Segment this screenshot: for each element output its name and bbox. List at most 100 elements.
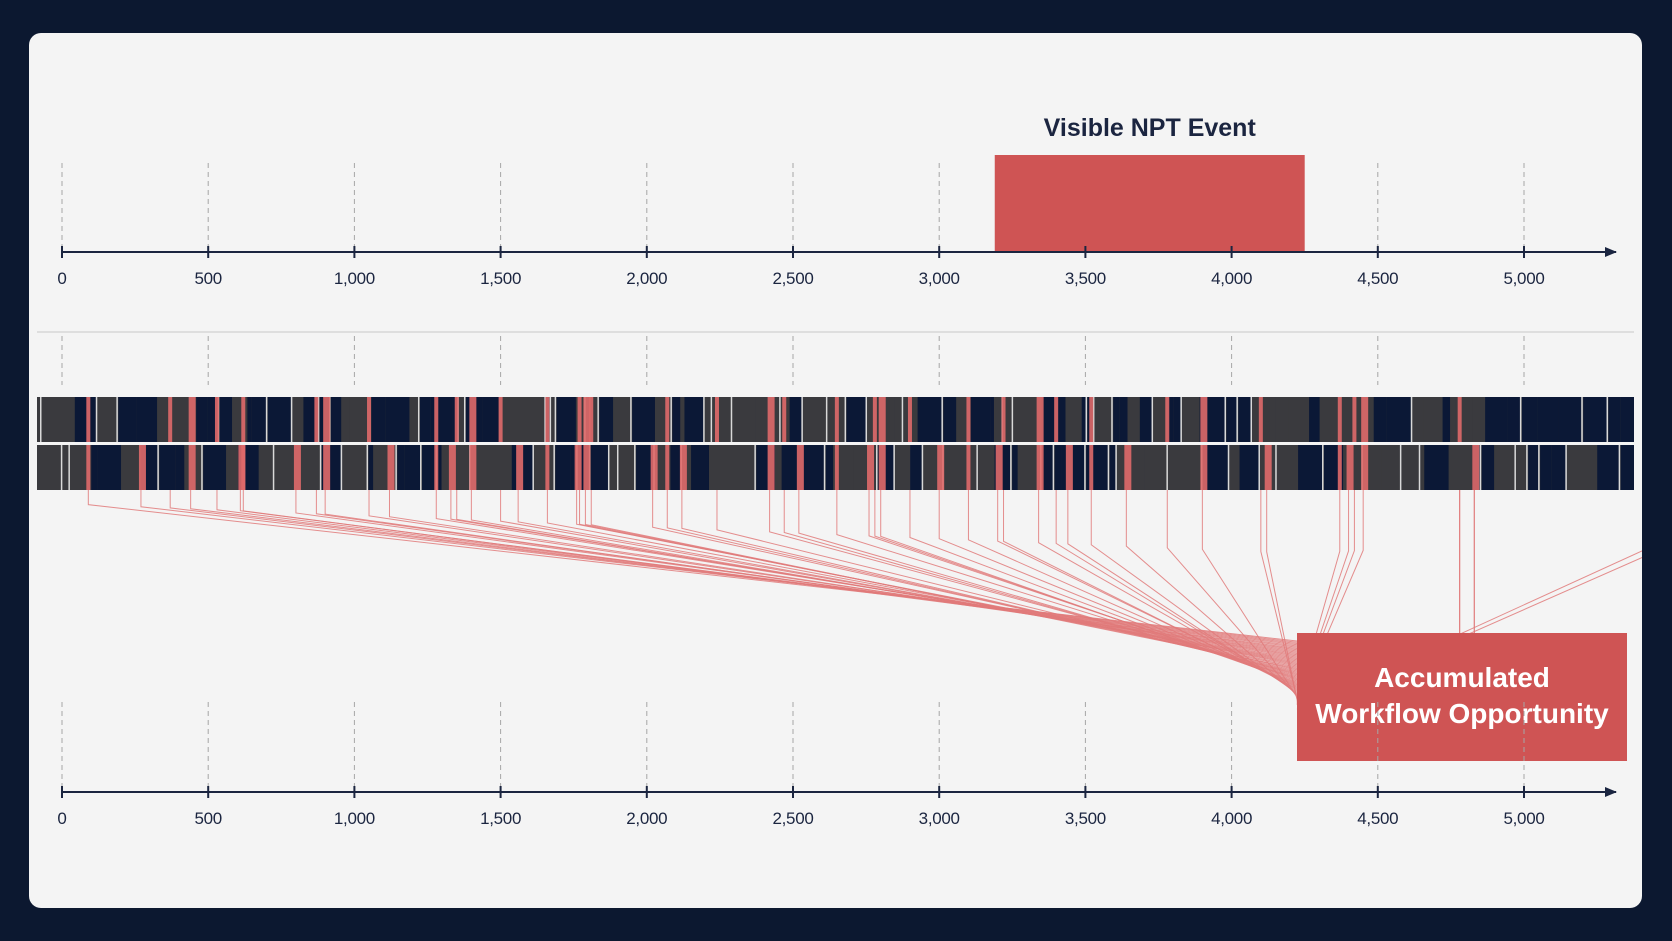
strip-segment — [632, 397, 655, 442]
strip-highlight — [1337, 397, 1342, 442]
strip-segment — [708, 445, 731, 490]
strip-segment — [1584, 445, 1598, 490]
strip-highlight — [577, 397, 582, 442]
strip-highlight — [1036, 397, 1044, 442]
strip-highlight — [583, 397, 591, 442]
strip-segment — [1507, 397, 1520, 442]
strip-highlight — [1258, 397, 1263, 442]
strip-separator — [1479, 445, 1482, 490]
strip-segment — [590, 445, 608, 490]
strip-highlight — [214, 397, 219, 442]
strip-separator — [976, 445, 978, 490]
strip-highlight — [1346, 445, 1354, 490]
strip-segment — [1185, 445, 1201, 490]
strip-separator — [1581, 397, 1583, 442]
strip-segment — [551, 397, 555, 442]
strip-separator — [1514, 445, 1516, 490]
strip-highlight — [878, 397, 886, 442]
connector-line — [1125, 490, 1298, 696]
strip-segment — [341, 397, 350, 442]
strip-segment — [613, 445, 617, 490]
strip-separator — [265, 397, 268, 442]
strip-segment — [1298, 445, 1323, 490]
strip-highlight — [1457, 397, 1462, 442]
strip-segment — [368, 445, 374, 490]
strip-highlight — [1337, 445, 1342, 490]
strip-segment — [944, 445, 953, 490]
strip-segment — [1373, 397, 1387, 442]
strip-segment — [555, 445, 571, 490]
strip-highlight — [1264, 445, 1272, 490]
connector-line — [836, 490, 1298, 679]
strip-segment — [1540, 445, 1552, 490]
bottom-tick-label: 2,500 — [772, 809, 813, 828]
strip-separator — [1115, 445, 1117, 490]
strip-segment — [349, 397, 372, 442]
strip-separator — [1538, 445, 1540, 490]
strip-separator — [1606, 397, 1609, 442]
connector-line — [140, 490, 1298, 643]
strip-segment — [1173, 397, 1181, 442]
strip-separator — [893, 445, 895, 490]
top-tick-label: 2,500 — [772, 269, 813, 288]
strip-separator — [1092, 397, 1095, 442]
strip-highlight — [583, 445, 591, 490]
strip-segment — [459, 397, 464, 442]
strip-highlight — [872, 397, 877, 442]
strip-highlight — [545, 445, 550, 490]
strip-separator — [730, 397, 733, 442]
strip-separator — [319, 445, 322, 490]
connector-line — [579, 490, 1298, 667]
top-tick-label: 1,500 — [480, 269, 521, 288]
strip-highlight — [907, 397, 912, 442]
strip-segment — [274, 445, 297, 490]
connector-line — [798, 490, 1298, 678]
strip-segment — [1054, 445, 1062, 490]
strip-segment — [1481, 445, 1495, 490]
strip-separator — [1399, 445, 1402, 490]
strip-segment — [609, 445, 614, 490]
strip-separator — [1084, 445, 1086, 490]
strip-segment — [732, 397, 756, 442]
depth-diagram: Visible NPT Event 0 500 1,000 1,500 2,000 2,5… — [37, 114, 1642, 828]
strip-separator — [532, 445, 534, 490]
strip-highlight — [545, 397, 550, 442]
connector-line — [681, 490, 1298, 673]
strip-segment — [342, 445, 367, 490]
strip-separator — [1526, 445, 1528, 490]
strip-segment — [97, 397, 117, 442]
strip-separator — [417, 397, 420, 442]
strip-segment — [1153, 397, 1162, 442]
strip-highlight — [86, 397, 91, 442]
strip-segment — [672, 397, 681, 442]
strip-segment — [409, 397, 418, 442]
connector-line — [1166, 490, 1298, 697]
strip-separator — [1322, 445, 1324, 490]
strip-separator — [1519, 397, 1522, 442]
strip-segment — [1288, 397, 1310, 442]
strip-segment — [1309, 397, 1320, 442]
strip-highlight — [937, 445, 945, 490]
connector-line — [1260, 490, 1298, 699]
strip-segment — [296, 445, 320, 490]
strip-highlight — [1036, 445, 1044, 490]
strip-separator — [703, 397, 705, 442]
strip-separator — [754, 445, 756, 490]
strip-segment — [1109, 445, 1116, 490]
connector-line — [1038, 490, 1298, 691]
strip-highlight — [188, 397, 196, 442]
strip-highlight — [1065, 445, 1073, 490]
strip-separator — [1618, 445, 1621, 490]
strip-separator — [1236, 397, 1238, 442]
strip-segment — [1333, 397, 1352, 442]
connector-line — [576, 490, 1298, 666]
strip-segment — [70, 445, 92, 490]
strip-segment — [534, 445, 554, 490]
strip-separator — [1151, 397, 1154, 442]
strip-segment — [1081, 397, 1086, 442]
strip-segment — [454, 445, 470, 490]
strip-segment — [1072, 445, 1085, 490]
strip-separator — [68, 445, 70, 490]
top-axis-ticks: 0 500 1,000 1,500 2,000 2,500 3,000 3,500 4,000 4… — [57, 246, 1545, 288]
strip-separator — [60, 445, 63, 490]
